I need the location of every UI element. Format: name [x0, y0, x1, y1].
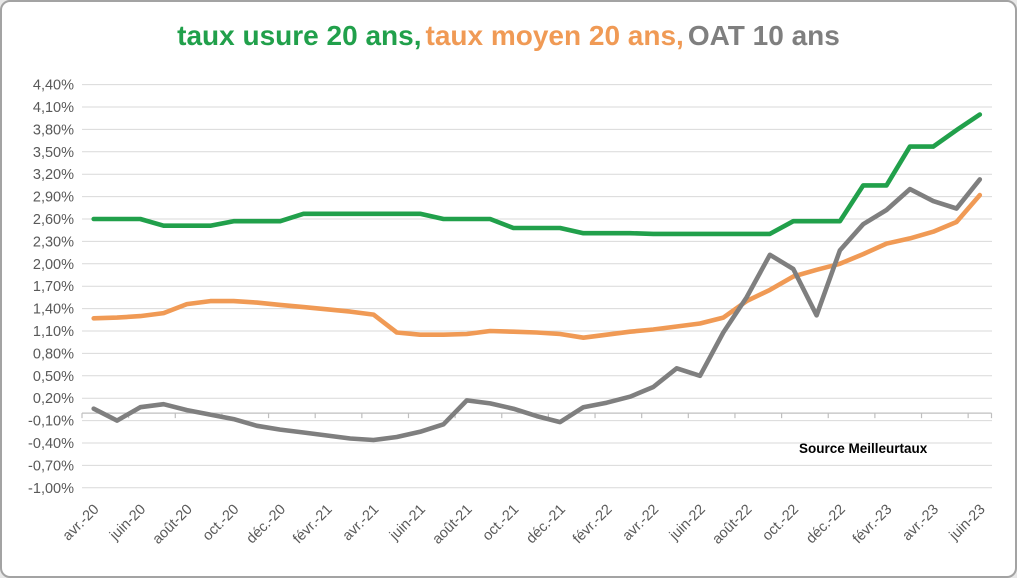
y-tick-label: 4,10% [33, 100, 74, 116]
x-tick-label: avr.-22 [619, 502, 662, 545]
x-tick-label: juin-22 [666, 502, 709, 545]
x-tick-label: juin-23 [946, 502, 989, 545]
chart-title: taux usure 20 ans, taux moyen 20 ans, OAT … [2, 20, 1015, 52]
source-note: Source Meilleurtaux [799, 441, 928, 456]
x-tick-label: déc.-20 [244, 502, 290, 548]
y-tick-label: 2,90% [33, 190, 74, 206]
y-tick-label: -0,10% [28, 414, 74, 430]
series-line-oat-10-ans [91, 177, 983, 443]
y-tick-label: 1,70% [33, 279, 74, 295]
x-tick-label: août-22 [709, 502, 755, 548]
y-tick-label: 0,20% [33, 391, 74, 407]
x-axis-labels: avr.-20 juin-20 août-20 oct.-20 déc.-20 févr.… [60, 502, 989, 548]
x-tick-label: oct.-22 [759, 502, 802, 545]
series-line-taux-moyen-20-ans [91, 192, 983, 341]
x-tick-label: févr.-21 [290, 502, 336, 548]
x-tick-label: oct.-21 [480, 502, 523, 545]
title-taux-usure: taux usure 20 ans, [177, 20, 422, 51]
x-tick-label: févr.-22 [570, 502, 616, 548]
y-axis-labels: 4,40% 4,10% 3,80% 3,50% 3,20% 2,90% 2,60% 2,30%… [28, 78, 74, 497]
y-tick-label: 1,40% [33, 302, 74, 318]
y-tick-label: -0,40% [28, 436, 74, 452]
x-tick-label: oct.-20 [200, 502, 243, 545]
title-taux-moyen: taux moyen 20 ans, [425, 20, 684, 51]
y-tick-label: 0,50% [33, 369, 74, 385]
title-oat: OAT 10 ans [687, 20, 840, 51]
y-tick-label: 0,80% [33, 346, 74, 362]
y-tick-label: 4,40% [33, 78, 74, 94]
x-tick-label: avr.-20 [60, 502, 103, 545]
y-tick-label: 3,80% [33, 122, 74, 138]
x-tick-label: avr.-23 [899, 502, 942, 545]
y-tick-label: -0,70% [28, 458, 74, 474]
x-tick-label: août-20 [150, 502, 196, 548]
y-tick-label: 3,50% [33, 145, 74, 161]
y-tick-label: 2,30% [33, 234, 74, 250]
y-tick-label: 3,20% [33, 167, 74, 183]
x-tick-label: déc.-22 [803, 502, 849, 548]
x-tick-label: juin-20 [106, 502, 149, 545]
x-tick-label: juin-21 [386, 502, 429, 545]
y-tick-label: 2,60% [33, 212, 74, 228]
series-line-taux-usure-20-ans [91, 112, 983, 237]
y-tick-label: 2,00% [33, 257, 74, 273]
x-tick-label: févr.-23 [850, 502, 896, 548]
x-tick-label: août-21 [430, 502, 476, 548]
x-tick-label: déc.-21 [523, 502, 569, 548]
x-tick-label: avr.-21 [340, 502, 383, 545]
gridlines [82, 84, 992, 489]
y-tick-label: 1,10% [33, 324, 74, 340]
y-tick-label: -1,00% [28, 481, 74, 497]
